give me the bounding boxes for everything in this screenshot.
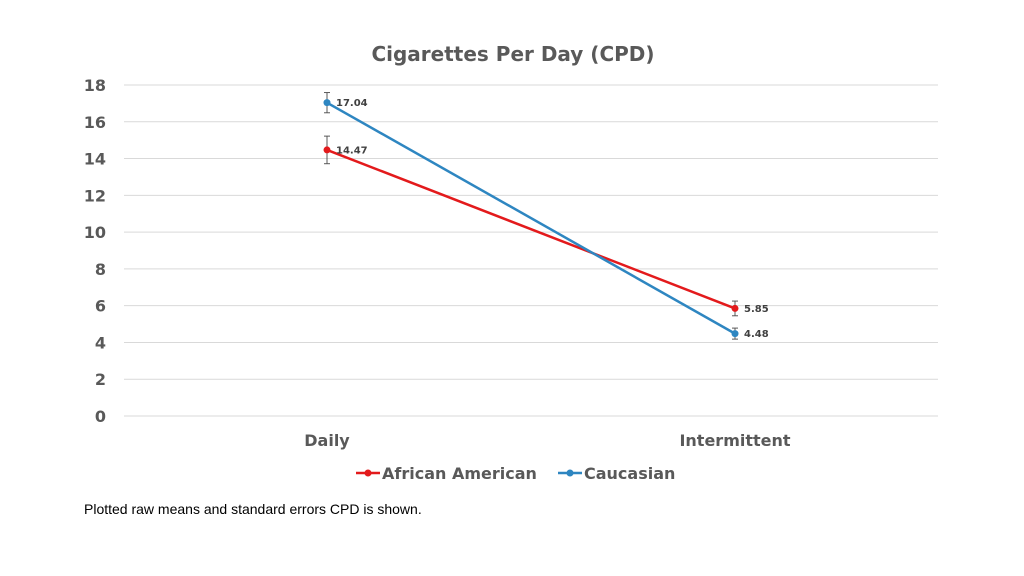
series-lines — [323, 92, 739, 340]
y-tick-label-10: 10 — [84, 223, 106, 242]
y-tick-label-6: 6 — [95, 297, 106, 316]
series-line-caucasian — [326, 101, 736, 335]
y-tick-label-0: 0 — [95, 407, 106, 426]
x-tick-label-daily: Daily — [304, 431, 350, 450]
data-point-caucasian-1 — [731, 330, 739, 338]
cpd-line-chart: Cigarettes Per Day (CPD) 0 2 4 6 8 10 12 14 16 18… — [84, 42, 938, 483]
legend-item-caucasian: Caucasian — [558, 464, 675, 483]
x-tick-label-intermittent: Intermittent — [679, 431, 790, 450]
legend-label-african-american: African American — [382, 464, 537, 483]
footnote: Plotted raw means and standard errors CP… — [84, 501, 422, 517]
data-labels: 14.47 5.85 17.04 4.48 — [336, 98, 769, 340]
y-tick-label-4: 4 — [95, 333, 106, 352]
data-label-caucasian-1: 4.48 — [744, 329, 769, 340]
y-tick-label-16: 16 — [84, 113, 106, 132]
data-label-caucasian-0: 17.04 — [336, 98, 368, 109]
y-tick-label-2: 2 — [95, 370, 106, 389]
legend-marker-african-american — [364, 469, 372, 477]
series-line-african-american — [326, 148, 736, 310]
legend-marker-caucasian — [566, 469, 574, 477]
x-axis-ticks: Daily Intermittent — [304, 431, 791, 450]
gridlines — [124, 84, 938, 417]
y-tick-label-8: 8 — [95, 260, 106, 279]
legend: African American Caucasian — [356, 464, 675, 483]
data-label-african-american-0: 14.47 — [336, 145, 368, 156]
y-tick-label-12: 12 — [84, 186, 106, 205]
y-axis-ticks: 0 2 4 6 8 10 12 14 16 18 — [84, 76, 106, 426]
data-point-caucasian-0 — [323, 99, 331, 107]
legend-label-caucasian: Caucasian — [584, 464, 675, 483]
legend-item-african-american: African American — [356, 464, 537, 483]
data-label-african-american-1: 5.85 — [744, 304, 769, 315]
data-point-african-american-0 — [323, 146, 331, 154]
y-tick-label-14: 14 — [84, 150, 106, 169]
data-point-african-american-1 — [731, 304, 739, 312]
y-tick-label-18: 18 — [84, 76, 106, 95]
chart-title: Cigarettes Per Day (CPD) — [371, 42, 654, 66]
